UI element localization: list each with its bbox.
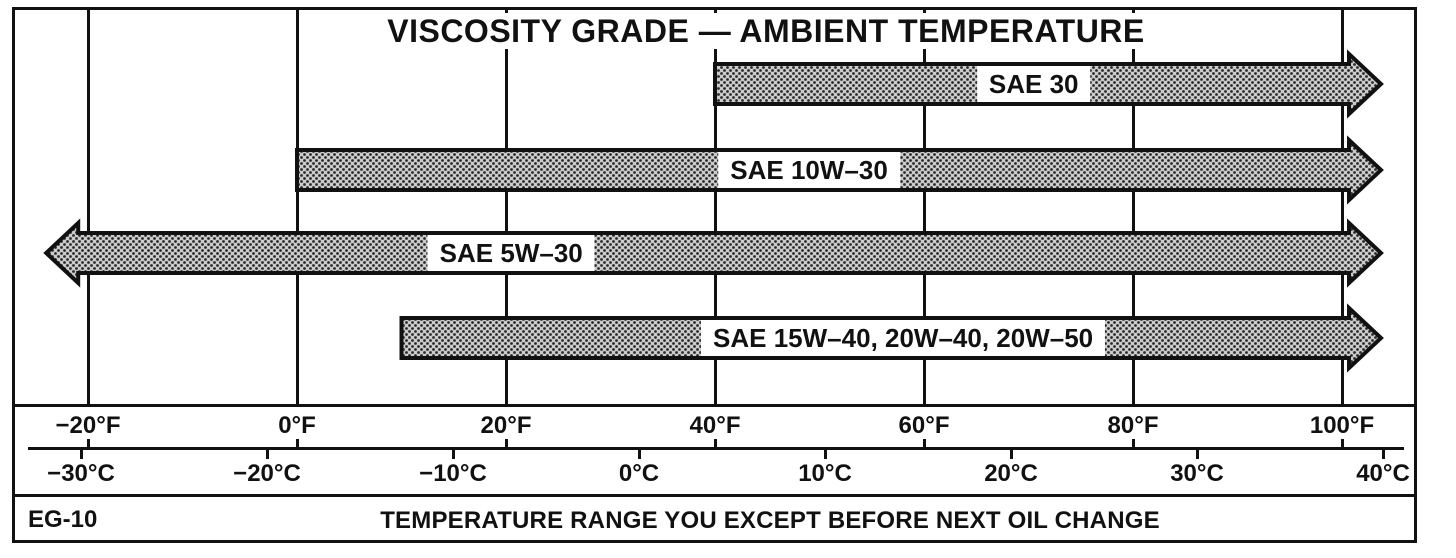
range-bar-label-sae-15w-40-20w-40-20w-50: SAE 15W–40, 20W–40, 20W–50	[701, 320, 1106, 356]
f-tick-mark	[86, 439, 90, 448]
gridline--20f	[86, 10, 90, 404]
c-tick-label: 0°C	[618, 460, 660, 487]
f-tick-label: 0°F	[278, 412, 316, 439]
c-tick-mark	[637, 449, 641, 459]
c-tick-label: −20°C	[233, 460, 301, 487]
c-tick-mark	[1195, 449, 1199, 459]
gridline-0f	[295, 10, 299, 404]
range-bar-label-sae-10w-30: SAE 10W–30	[718, 152, 900, 188]
range-bar-label-sae-30: SAE 30	[976, 66, 1091, 102]
chart-title: VISCOSITY GRADE — AMBIENT TEMPERATURE	[375, 13, 1157, 49]
chart-outer-border	[12, 7, 1417, 543]
f-tick-mark	[504, 439, 508, 448]
c-tick-mark	[451, 449, 455, 459]
temperature-axis-line	[28, 447, 1404, 450]
c-tick-mark	[823, 449, 827, 459]
range-bar-label-sae-5w-30: SAE 5W–30	[427, 235, 595, 271]
c-tick-mark	[265, 449, 269, 459]
gridline-20f	[504, 10, 508, 404]
c-tick-mark	[79, 449, 83, 459]
c-tick-mark	[1381, 449, 1385, 459]
f-tick-label: 80°F	[1107, 412, 1159, 439]
c-tick-label: 10°C	[798, 460, 852, 487]
plot-bottom-line	[12, 404, 1417, 407]
f-tick-label: 60°F	[898, 412, 950, 439]
c-tick-label: 30°C	[1170, 460, 1224, 487]
c-tick-label: 20°C	[984, 460, 1038, 487]
gridline-40f	[713, 10, 717, 404]
c-tick-mark	[1009, 449, 1013, 459]
gridline-100f	[1340, 10, 1344, 404]
f-tick-mark	[1340, 439, 1344, 448]
footer-top-line	[12, 494, 1417, 497]
f-tick-label: 100°F	[1309, 412, 1375, 439]
gridline-60f	[922, 10, 926, 404]
c-tick-label: −10°C	[419, 460, 487, 487]
f-tick-mark	[922, 439, 926, 448]
f-tick-mark	[1131, 439, 1135, 448]
range-bar-sae-5w-30	[43, 218, 1384, 288]
f-tick-mark	[295, 439, 299, 448]
c-tick-label: −30°C	[47, 460, 115, 487]
f-tick-label: −20°F	[55, 412, 121, 439]
chart-caption: TEMPERATURE RANGE YOU EXCEPT BEFORE NEXT…	[380, 507, 1160, 534]
f-tick-label: 40°F	[689, 412, 741, 439]
figure-code-label: EG-10	[28, 506, 98, 533]
f-tick-mark	[713, 439, 717, 448]
c-tick-label: 40°C	[1356, 460, 1410, 487]
f-tick-label: 20°F	[480, 412, 532, 439]
gridline-80f	[1131, 10, 1135, 404]
